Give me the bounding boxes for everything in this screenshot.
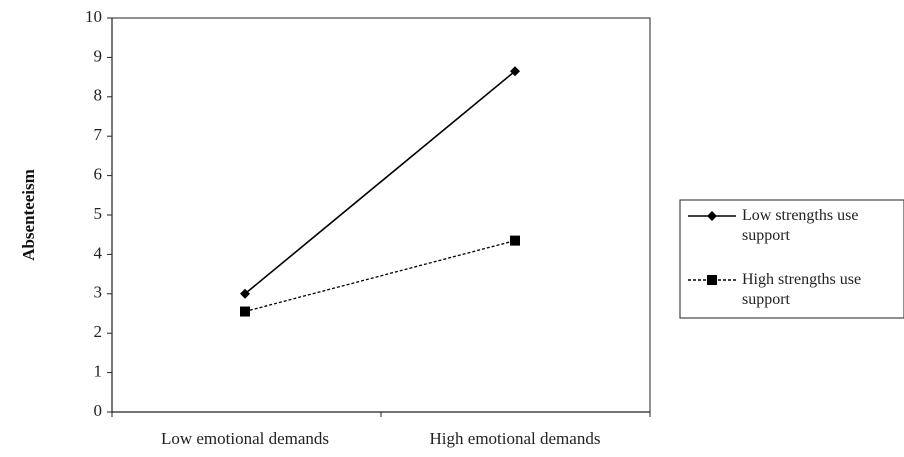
y-tick-label: 0: [94, 401, 103, 420]
y-ticks: 0 1 2 3 4 5 6 7 8 9 10: [85, 7, 112, 420]
x-ticks: Low emotional demands High emotional dema…: [111, 412, 651, 448]
x-tick-label: Low emotional demands: [161, 429, 329, 448]
y-tick-label: 5: [94, 204, 103, 223]
y-tick-label: 8: [94, 86, 103, 105]
legend: Low strengths use support High strengths u…: [679, 199, 904, 319]
legend-label: Low strengths use support: [742, 207, 858, 244]
y-tick-label: 9: [94, 46, 103, 65]
y-tick-label: 4: [94, 243, 103, 262]
legend-box: [679, 199, 904, 319]
series-high-strengths-use-support: [240, 235, 520, 317]
y-tick-label: 6: [94, 165, 103, 184]
data-point: [240, 306, 250, 317]
y-axis-title: Absenteeism: [19, 169, 38, 261]
y-tick-label: 3: [94, 283, 103, 302]
legend-marker: [707, 275, 717, 285]
x-tick-label: High emotional demands: [430, 429, 601, 448]
y-tick-label: 1: [94, 362, 103, 381]
series-layer: [240, 66, 520, 317]
data-point: [510, 235, 520, 246]
legend-item: High strengths use support: [688, 271, 861, 308]
legend-label: High strengths use support: [742, 271, 861, 308]
y-tick-label: 10: [85, 7, 102, 26]
data-point: [510, 66, 520, 77]
data-point: [240, 288, 250, 299]
series-line: [244, 70, 516, 295]
y-tick-label: 7: [94, 125, 103, 144]
plot-area: [111, 17, 651, 413]
legend-marker: [707, 211, 717, 221]
series-line: [244, 239, 516, 313]
series-low-strengths-use-support: [240, 66, 520, 299]
y-tick-label: 2: [94, 322, 103, 341]
legend-item: Low strengths use support: [688, 207, 858, 244]
